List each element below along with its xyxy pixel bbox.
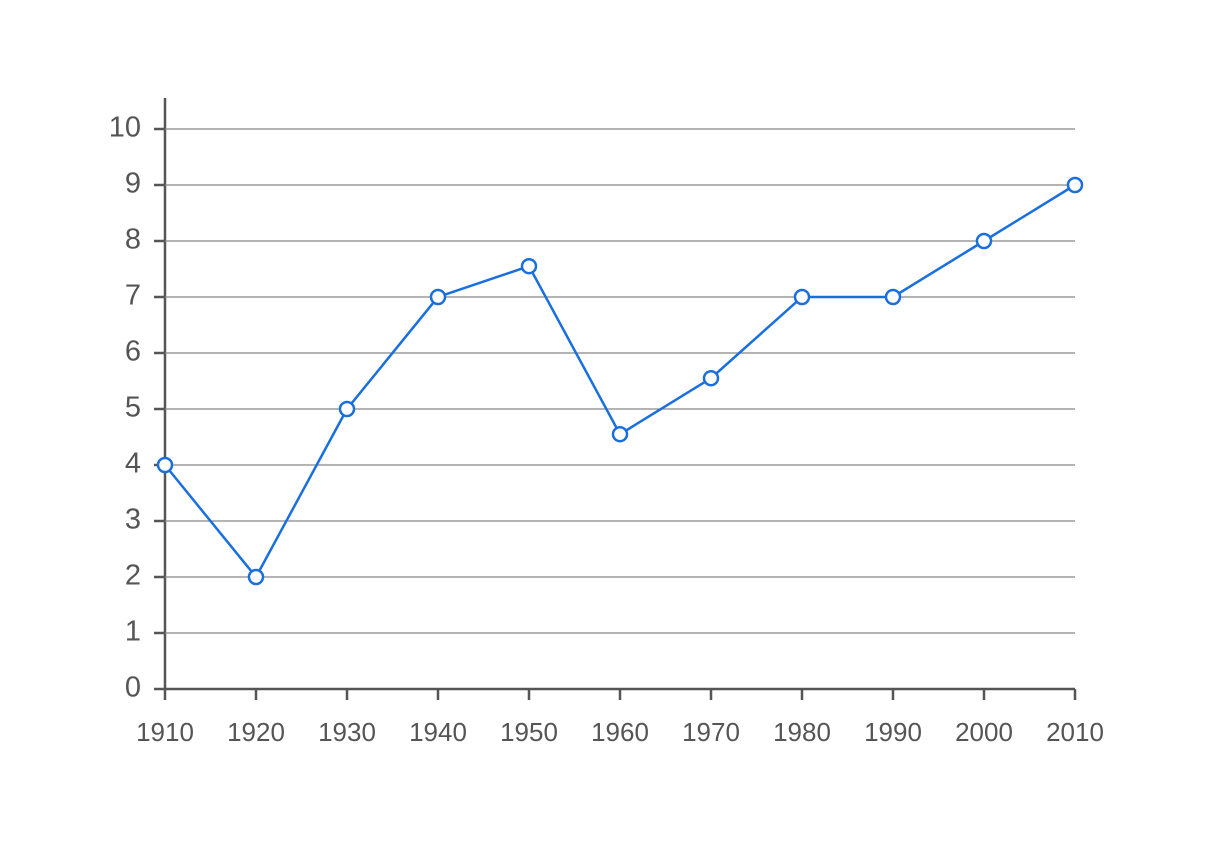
y-tick-label: 2 (125, 560, 141, 592)
x-tick-label: 1970 (682, 717, 740, 747)
point (975, 232, 993, 250)
y-tick-label: 1 (125, 616, 141, 648)
point (338, 400, 356, 418)
y-tick-label: 0 (125, 672, 141, 704)
y-tick-label: 10 (109, 112, 141, 144)
x-tick-label: 2010 (1046, 717, 1104, 747)
point (429, 288, 447, 306)
point (793, 288, 811, 306)
y-tick-label: 9 (125, 168, 141, 200)
x-tick-label: 1980 (773, 717, 831, 747)
x-tick-label: 1960 (591, 717, 649, 747)
x-tick-label: 1940 (409, 717, 467, 747)
y-tick-label: 5 (125, 392, 141, 424)
x-tick-label: 1910 (136, 717, 194, 747)
point (884, 288, 902, 306)
point (1066, 176, 1084, 194)
x-tick-label: 1920 (227, 717, 285, 747)
y-tick-label: 3 (125, 504, 141, 536)
x-tick-label: 1990 (864, 717, 922, 747)
y-tick-label: 6 (125, 336, 141, 368)
x-tick-label: 1950 (500, 717, 558, 747)
x-tick-label: 1930 (318, 717, 376, 747)
point (156, 456, 174, 474)
line (164, 183, 1076, 580)
point (520, 257, 538, 275)
y-tick-label: 4 (125, 448, 141, 480)
point (611, 425, 629, 443)
point (702, 369, 720, 387)
point (247, 568, 265, 586)
x-tick-label: 2000 (955, 717, 1013, 747)
y-tick-label: 8 (125, 224, 141, 256)
y-tick-label: 7 (125, 280, 141, 312)
